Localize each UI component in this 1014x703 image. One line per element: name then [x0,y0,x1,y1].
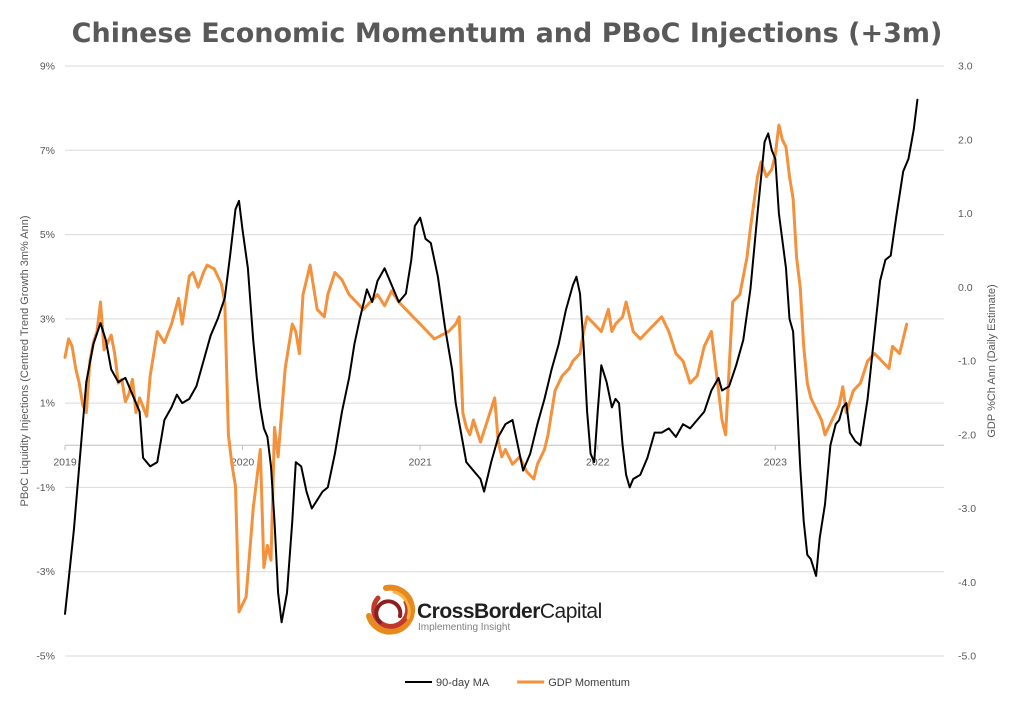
left-tick-label: 9% [40,61,55,73]
x-tick-label: 2020 [231,456,255,468]
x-tick-label: 2022 [586,456,610,468]
legend: 90-day MA GDP Momentum [405,677,630,689]
chart-title: Chinese Economic Momentum and PBoC Injec… [72,18,943,49]
legend-label: GDP Momentum [548,677,630,689]
right-tick-label: -1.0 [958,356,976,368]
brand-tagline: Implementing Insight [418,622,510,633]
left-tick-label: 5% [40,229,55,241]
series-line-90-day-ma [64,98,919,624]
brand-logo: CrossBorderCapital Implementing Insight [366,584,602,635]
series-lines [63,98,919,624]
right-tick-label: 3.0 [958,61,973,73]
left-tick-label: -3% [36,566,55,578]
right-tick-label: -2.0 [958,429,976,441]
brand-name-primary: CrossBorder [417,600,540,623]
left-tick-label: -5% [36,651,55,663]
right-tick-label: 2.0 [958,134,973,146]
left-tick-label: 3% [40,313,55,325]
x-tick-label: 2019 [53,456,77,468]
right-tick-label: 1.0 [958,208,973,220]
legend-label: 90-day MA [436,677,490,689]
right-axis-title: GDP %Ch Ann (Daily Estimate) [986,284,998,437]
left-tick-label: 1% [40,398,55,410]
right-tick-label: -3.0 [958,503,976,515]
crossborder-swirl-icon [366,584,416,635]
right-tick-label: 0.0 [958,282,973,294]
left-tick-label: 7% [40,145,55,157]
left-axis-title: PBoC Liquidity Injections (Centred Trend… [19,215,31,506]
x-tick-label: 2023 [764,456,788,468]
right-tick-label: -4.0 [958,577,976,589]
brand-name-suffix: Capital [540,600,602,623]
x-tick-label: 2021 [408,456,432,468]
series-line-gdp-momentum [63,123,909,614]
brand-name: CrossBorderCapital [417,600,602,623]
left-tick-label: -1% [36,482,55,494]
right-axis-ticks: -5.0 -4.0 -3.0 -2.0 -1.0 0.0 1.0 2.0 3.0 [958,61,976,663]
x-axis-ticks: 2019 2020 2021 2022 2023 [53,444,944,468]
left-axis-ticks: -5% -3% -1% 1% 3% 5% 7% 9% [36,61,55,663]
right-tick-label: -5.0 [958,651,976,663]
gridlines [65,65,944,657]
